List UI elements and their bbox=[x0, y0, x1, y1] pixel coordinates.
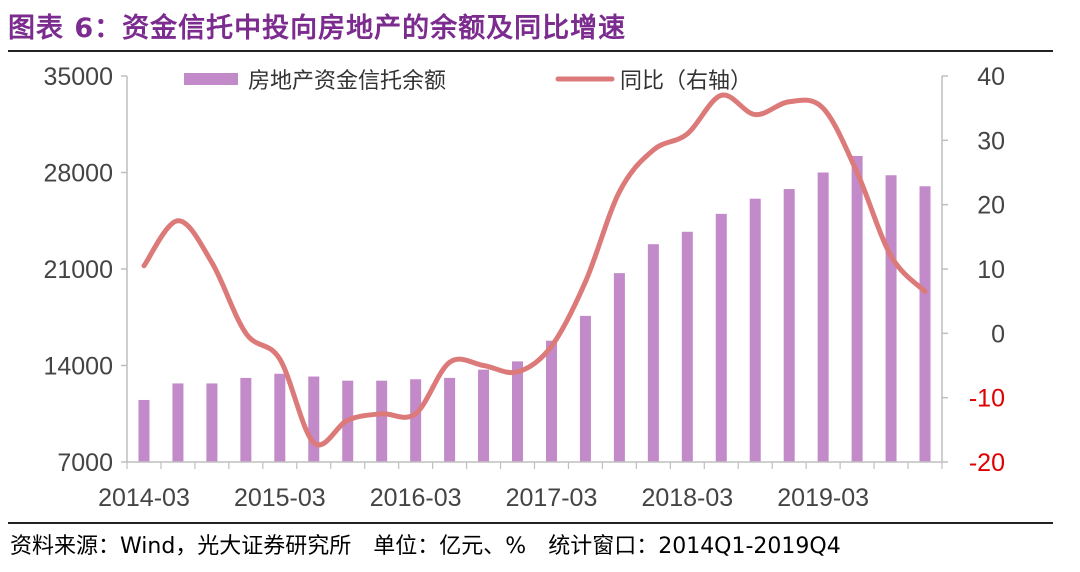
bar bbox=[681, 231, 693, 462]
y-right-tick-label: 0 bbox=[991, 320, 1005, 348]
x-tick-label: 2016-03 bbox=[370, 484, 462, 512]
y-right-tick-label: -10 bbox=[969, 385, 1005, 413]
bar bbox=[274, 373, 286, 462]
legend-line-label: 同比（右轴） bbox=[620, 69, 752, 94]
line-series bbox=[141, 92, 928, 448]
bar bbox=[817, 172, 829, 462]
chart-legend: 房地产资金信托余额 同比（右轴） bbox=[184, 69, 752, 94]
source-note: 资料来源：Wind，光大证券研究所 单位：亿元、% 统计窗口：2014Q1-20… bbox=[10, 534, 841, 559]
y-right-tick-label: 10 bbox=[977, 256, 1005, 284]
legend-bar-swatch bbox=[184, 73, 238, 85]
bar bbox=[647, 244, 659, 462]
bar bbox=[545, 340, 557, 462]
bar bbox=[240, 377, 252, 462]
bar bbox=[172, 383, 184, 462]
y-right-tick-label: -20 bbox=[969, 449, 1005, 477]
y-left-axis: 7000 14000 21000 28000 35000 bbox=[43, 63, 127, 477]
x-tick-label: 2019-03 bbox=[777, 484, 869, 512]
bottom-rule bbox=[8, 522, 1053, 524]
chart-title: 图表 6：资金信托中投向房地产的余额及同比增速 bbox=[8, 13, 627, 44]
x-tick-label: 2015-03 bbox=[234, 484, 326, 512]
y-left-tick-label: 21000 bbox=[43, 256, 113, 284]
bar bbox=[308, 376, 320, 462]
bar bbox=[410, 379, 422, 462]
x-axis: 2014-03 2015-03 2016-03 2017-03 2018-03 2019-… bbox=[98, 76, 943, 512]
bar bbox=[885, 175, 897, 462]
y-left-tick-label: 28000 bbox=[43, 160, 113, 188]
bar bbox=[715, 213, 727, 462]
top-rule bbox=[8, 50, 1053, 52]
bar bbox=[613, 273, 625, 462]
y-right-axis: -20 -10 0 10 20 30 40 bbox=[942, 63, 1005, 477]
y-right-tick-label: 40 bbox=[977, 63, 1005, 91]
bar bbox=[444, 377, 456, 462]
bar bbox=[579, 315, 591, 462]
y-left-tick-label: 35000 bbox=[43, 63, 113, 91]
bar bbox=[749, 198, 761, 462]
y-right-tick-label: 20 bbox=[977, 192, 1005, 220]
bar-series bbox=[138, 155, 931, 463]
x-tick-label: 2017-03 bbox=[506, 484, 598, 512]
y-right-tick-label: 30 bbox=[977, 127, 1005, 155]
x-tick-label: 2014-03 bbox=[98, 484, 190, 512]
bar bbox=[919, 186, 931, 463]
bar bbox=[138, 399, 150, 462]
bar bbox=[206, 383, 218, 462]
bar bbox=[512, 361, 524, 462]
y-left-tick-label: 7000 bbox=[57, 449, 113, 477]
yoy-line bbox=[141, 92, 928, 448]
bar bbox=[376, 380, 388, 462]
x-tick-label: 2018-03 bbox=[641, 484, 733, 512]
bar bbox=[851, 155, 863, 462]
bar bbox=[783, 189, 795, 463]
chart-canvas: 7000 14000 21000 28000 35000 -20 -10 0 10 20 30 40… bbox=[43, 63, 1005, 512]
y-left-tick-label: 14000 bbox=[43, 353, 113, 381]
legend-bar-label: 房地产资金信托余额 bbox=[248, 69, 446, 94]
bar bbox=[478, 369, 490, 462]
